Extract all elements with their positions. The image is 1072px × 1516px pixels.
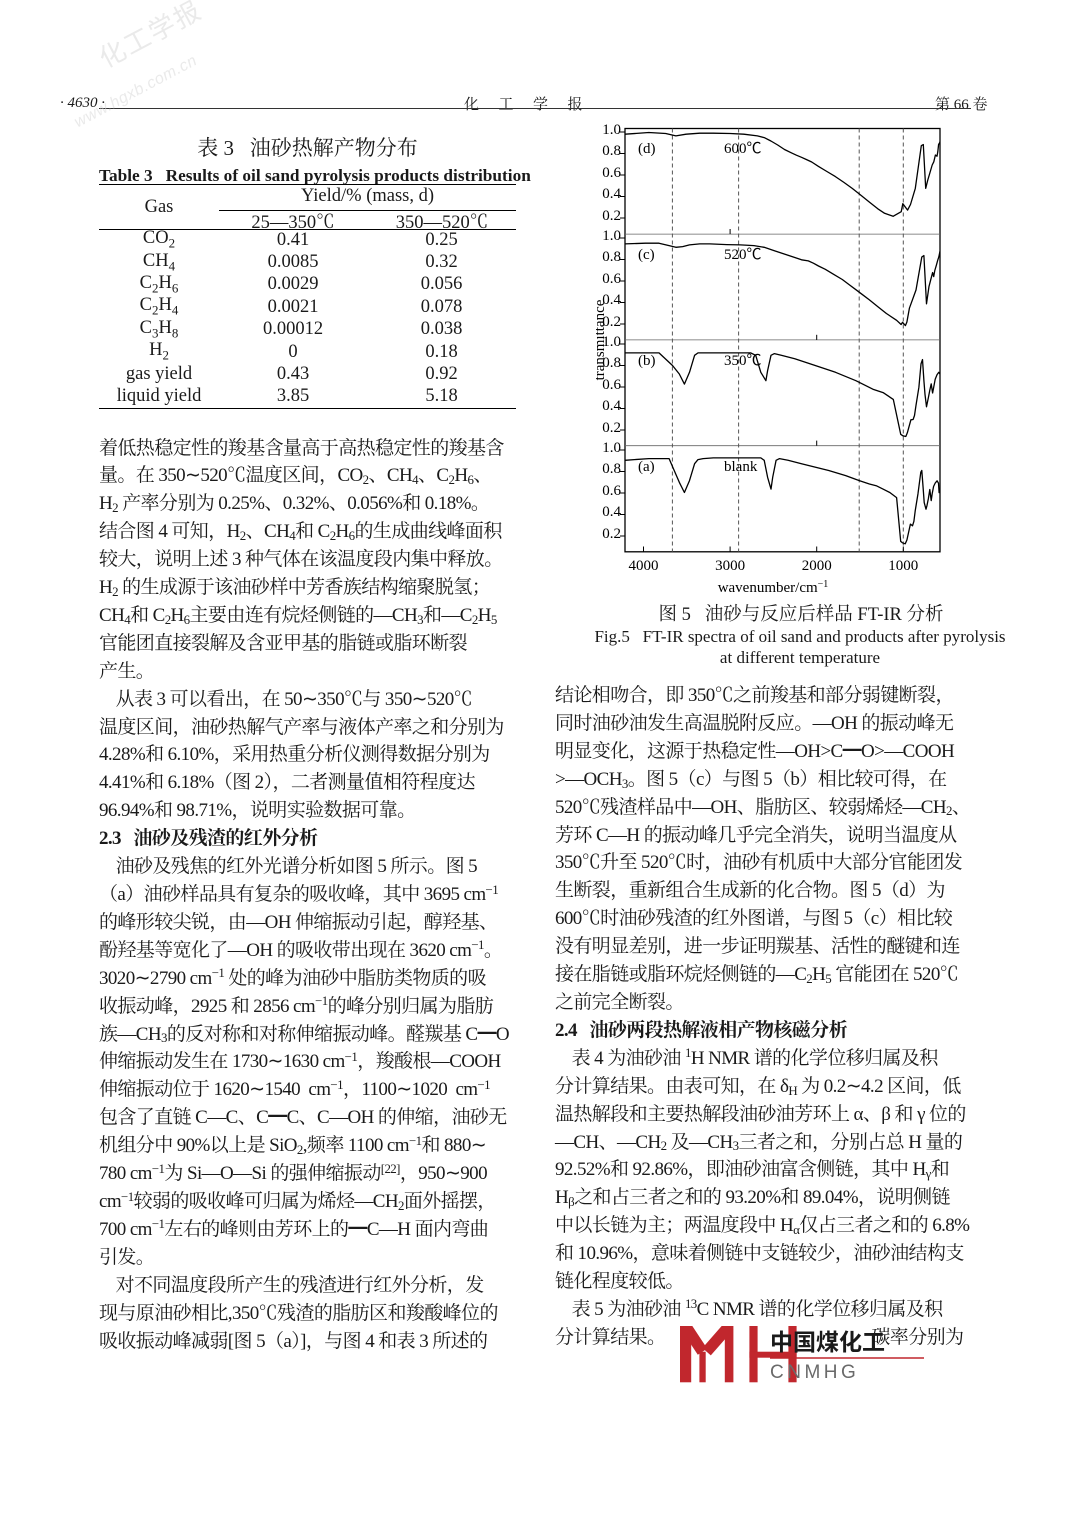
- svg-text:blank: blank: [724, 459, 758, 475]
- svg-text:0.6: 0.6: [602, 165, 621, 181]
- svg-text:0.4: 0.4: [602, 398, 621, 414]
- svg-text:(c): (c): [638, 247, 655, 263]
- svg-text:0.4: 0.4: [602, 186, 621, 202]
- svg-text:0.2: 0.2: [602, 526, 621, 542]
- svg-text:中国煤化工: 中国煤化工: [770, 1329, 885, 1355]
- svg-text:0.4: 0.4: [602, 504, 621, 520]
- svg-text:520℃: 520℃: [724, 247, 762, 263]
- svg-text:(b): (b): [638, 353, 656, 369]
- svg-text:1.0: 1.0: [602, 228, 621, 244]
- svg-text:1.0: 1.0: [602, 440, 621, 456]
- svg-text:0.6: 0.6: [602, 271, 621, 287]
- svg-text:CNMHG: CNMHG: [770, 1362, 859, 1383]
- svg-text:(d): (d): [638, 141, 656, 157]
- svg-text:0.2: 0.2: [602, 208, 621, 224]
- svg-text:transmittance: transmittance: [596, 299, 608, 380]
- svg-text:600℃: 600℃: [724, 141, 762, 157]
- svg-text:2000: 2000: [802, 558, 832, 574]
- svg-text:0.8: 0.8: [602, 461, 621, 477]
- svg-text:(a): (a): [638, 459, 655, 475]
- svg-text:0.2: 0.2: [602, 420, 621, 436]
- svg-text:1.0: 1.0: [602, 122, 621, 138]
- svg-text:1000: 1000: [888, 558, 918, 574]
- svg-text:4000: 4000: [629, 558, 659, 574]
- svg-text:wavenumber/cm−1: wavenumber/cm−1: [718, 579, 829, 597]
- svg-text:0.8: 0.8: [602, 143, 621, 159]
- svg-text:3000: 3000: [715, 558, 745, 574]
- svg-text:0.8: 0.8: [602, 249, 621, 265]
- svg-text:0.6: 0.6: [602, 483, 621, 499]
